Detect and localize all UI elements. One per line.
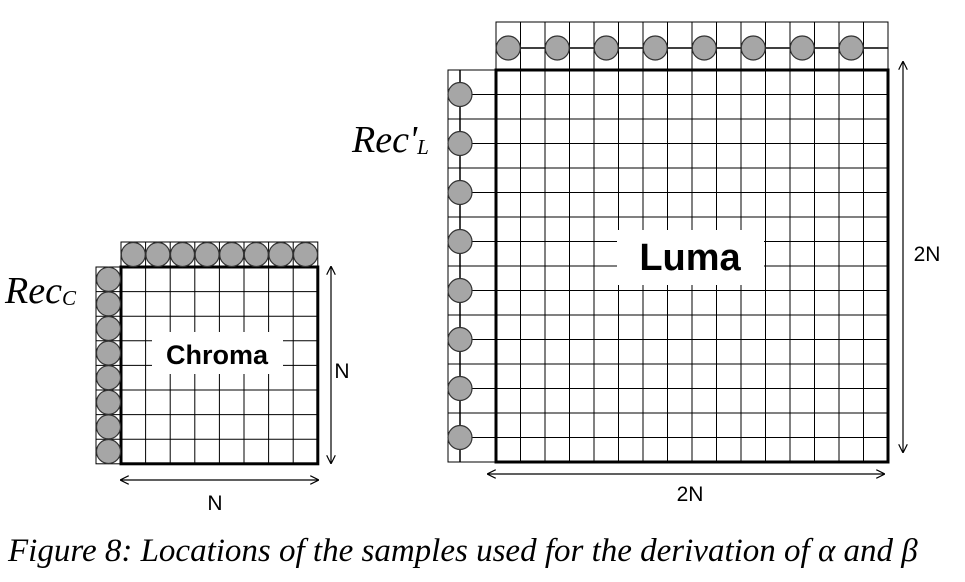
chroma-diagram: Chroma RecC N N: [4, 241, 350, 515]
sample-point: [447, 81, 473, 108]
sample-point: [447, 130, 473, 157]
sample-point: [194, 241, 220, 268]
chroma-block-label: Chroma: [166, 340, 269, 370]
chroma-rec-label-main: Rec: [4, 270, 62, 312]
sample-point: [691, 35, 717, 61]
sample-point: [447, 326, 473, 353]
luma-rec-label-sub: L: [416, 135, 429, 159]
sample-point: [447, 277, 473, 304]
sample-point: [145, 241, 171, 268]
sample-point: [544, 35, 570, 61]
sample-point: [447, 228, 473, 255]
luma-rec-label: Rec'L: [351, 119, 429, 161]
luma-top-neighbor-samples: [495, 35, 888, 61]
luma-height-label: 2N: [914, 243, 941, 266]
sample-point: [495, 35, 521, 61]
chroma-rec-label-sub: C: [62, 286, 77, 310]
chroma-height-label: N: [334, 360, 349, 383]
luma-label-background: [617, 230, 764, 285]
sample-point: [95, 414, 122, 440]
chroma-rec-label: RecC: [4, 270, 77, 312]
chroma-label-background: [152, 332, 283, 374]
block-border: [119, 265, 320, 466]
sample-point: [447, 424, 473, 451]
sample-point: [292, 241, 319, 268]
sample-point: [593, 35, 619, 61]
chroma-top-neighbor-samples: [120, 241, 319, 268]
sample-point: [120, 241, 146, 268]
sample-point: [95, 266, 122, 292]
sample-point: [740, 35, 766, 61]
sample-point: [95, 365, 122, 391]
block-border: [494, 68, 890, 464]
sample-point: [95, 315, 122, 342]
chroma-width-label: N: [207, 492, 222, 515]
sample-point: [447, 179, 473, 206]
sample-point: [219, 241, 245, 268]
luma-grid: [447, 21, 890, 464]
sample-point: [95, 389, 122, 415]
luma-left-neighbor-samples: [447, 70, 473, 462]
luma-diagram: Luma Rec'L 2N 2N: [351, 21, 941, 506]
luma-block-label: Luma: [639, 237, 741, 279]
sample-point: [95, 438, 122, 465]
sample-point: [268, 241, 294, 268]
sample-point: [838, 35, 864, 61]
chroma-left-neighbor-samples: [95, 266, 122, 465]
sample-point: [169, 241, 196, 268]
luma-rec-label-main: Rec': [351, 119, 418, 161]
sample-point: [447, 375, 473, 402]
figure-caption: Figure 8: Locations of the samples used …: [8, 533, 918, 569]
luma-width-label: 2N: [677, 483, 704, 506]
sample-point: [95, 340, 122, 366]
sample-point: [789, 35, 815, 61]
sample-point: [243, 241, 269, 268]
sample-point: [642, 35, 668, 61]
sample-point: [95, 291, 122, 317]
